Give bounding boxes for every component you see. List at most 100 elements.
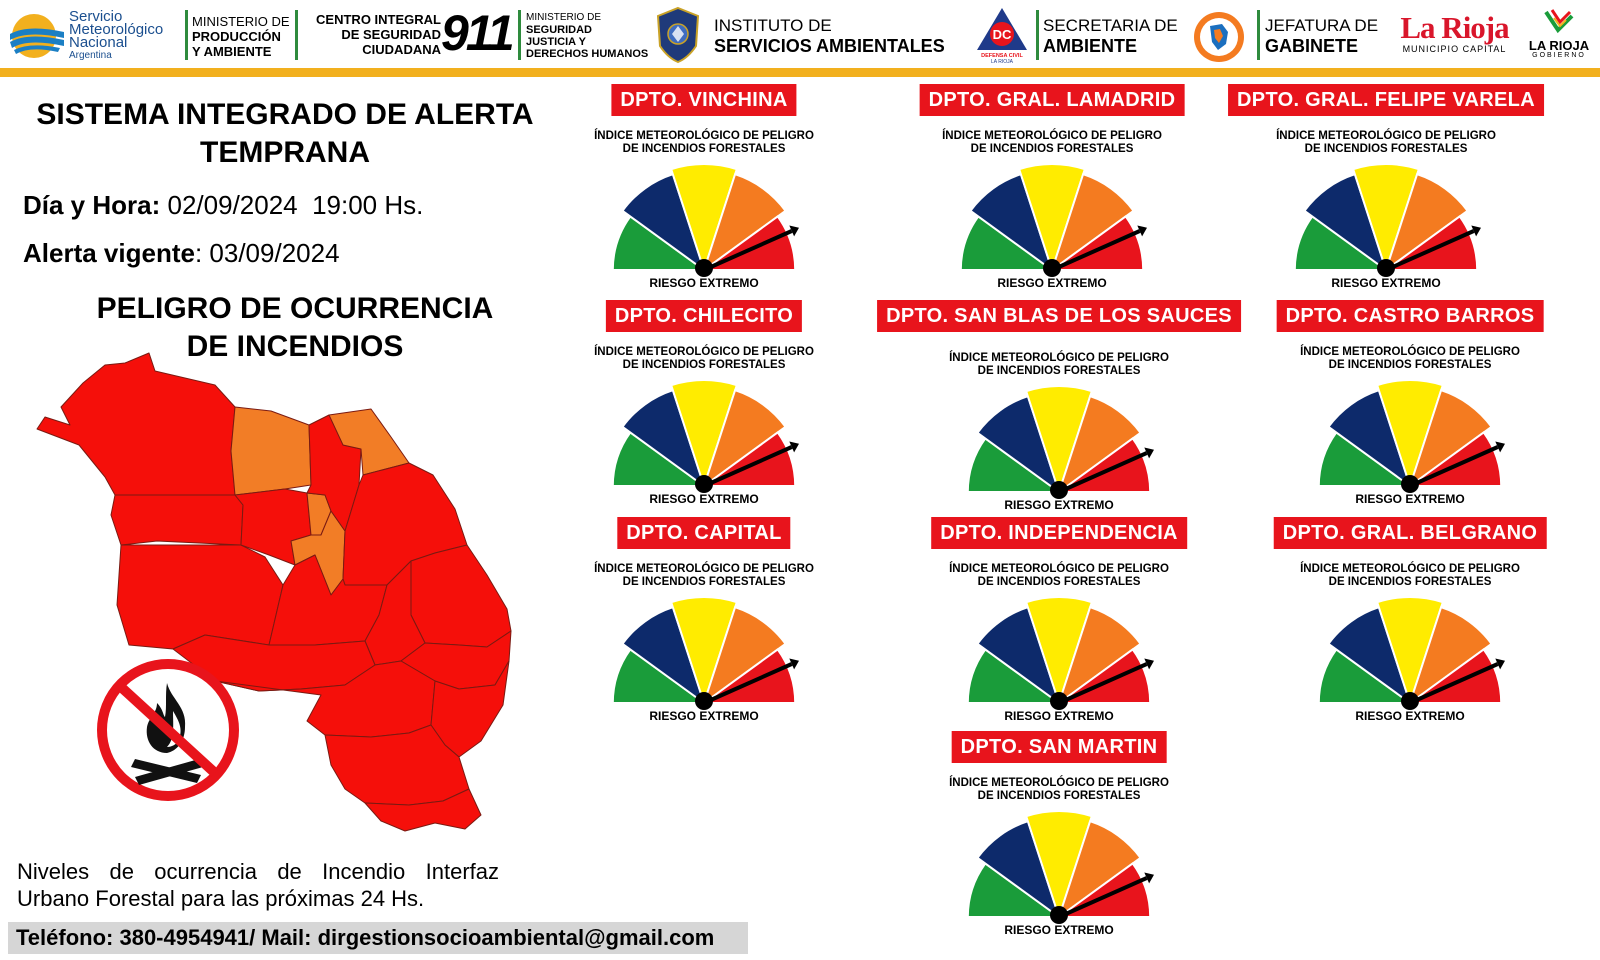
- no-fire-icon: [97, 659, 239, 801]
- department-name: DPTO. GRAL. BELGRANO: [1273, 517, 1547, 549]
- header-accent-bar: [0, 68, 1600, 77]
- gauge-hub: [1050, 692, 1068, 710]
- divider: [185, 10, 188, 60]
- smn-text: Servicio Meteorológico Nacional Argentin…: [69, 8, 164, 62]
- gauge-segment-3: [1024, 809, 1094, 921]
- gauge-segment-4: [1408, 388, 1493, 489]
- map-region-capital: [410, 544, 512, 648]
- smn-line: Servicio: [69, 8, 123, 25]
- ministerio-seguridad-logo: MINISTERIO DE SEGURIDAD JUSTICIA Y DEREC…: [526, 12, 648, 60]
- gauge-segment-5: [1406, 431, 1503, 487]
- gauge-hub: [1401, 692, 1419, 710]
- department-card: DPTO. GRAL. LAMADRID ÍNDICE METEOROLÓGICO…: [902, 84, 1202, 294]
- gauge-title-line: ÍNDICE METEOROLÓGICO DE PELIGRO: [594, 563, 814, 575]
- gauge-hub: [1401, 475, 1419, 493]
- gauge-title: ÍNDICE METEOROLÓGICO DE PELIGRO DE INCEND…: [909, 777, 1209, 803]
- centro-line: CIUDADANA: [362, 42, 441, 57]
- jef-line: JEFATURA DE: [1265, 16, 1379, 35]
- gauge-title-line: ÍNDICE METEOROLÓGICO DE PELIGRO: [949, 352, 1169, 364]
- risk-level-label: RIESGO EXTREMO: [649, 709, 759, 723]
- fecha-label: Día y Hora:: [23, 190, 161, 220]
- gauge-segment-5: [700, 215, 797, 271]
- fecha-row: Día y Hora: 02/09/2024 19:00 Hs.: [23, 190, 423, 221]
- gauge-segment-4: [1057, 605, 1142, 706]
- smn-logo: [10, 14, 64, 58]
- gauge-segment-5: [1048, 215, 1145, 271]
- department-name: DPTO. SAN BLAS DE LOS SAUCES: [877, 300, 1241, 332]
- min-seg-line: JUSTICIA Y: [526, 36, 586, 48]
- gauge-needle-head: [789, 441, 799, 453]
- risk-level-label: RIESGO EXTREMO: [1355, 709, 1465, 723]
- fecha-value: 02/09/2024 19:00 Hs.: [167, 190, 424, 220]
- gauge-title-line: DE INCENDIOS FORESTALES: [970, 143, 1134, 155]
- gauge-needle: [1409, 662, 1499, 705]
- department-card: DPTO. VINCHINA ÍNDICE METEOROLÓGICO DE PE…: [554, 84, 854, 294]
- gauge-needle-head: [1144, 872, 1154, 884]
- gauge-hub: [1050, 481, 1068, 499]
- gauge-segment-3: [669, 378, 739, 490]
- gauge-segment-3: [1017, 162, 1087, 274]
- department-card: DPTO. SAN BLAS DE LOS SAUCES ÍNDICE METEO…: [877, 300, 1241, 512]
- centro-line: CENTRO INTEGRAL: [316, 12, 441, 27]
- gauge-title: ÍNDICE METEOROLÓGICO DE PELIGRO DE INCEND…: [1260, 346, 1560, 372]
- gauge-title-line: ÍNDICE METEOROLÓGICO DE PELIGRO: [594, 130, 814, 142]
- risk-level-label: RIESGO EXTREMO: [1004, 709, 1114, 723]
- min-seg-line: DERECHOS HUMANOS: [526, 48, 649, 60]
- gauge-title: ÍNDICE METEOROLÓGICO DE PELIGRO DE INCEND…: [554, 563, 854, 589]
- gobierno-la-rioja-logo: LA RIOJA GOBIERNO: [1522, 8, 1596, 59]
- fire-danger-gauge: [1317, 595, 1505, 710]
- jefatura-gabinete-logo: JEFATURA DE GABINETE: [1265, 16, 1378, 56]
- smn-line: Meteorológico: [69, 21, 164, 38]
- jef-line: GABINETE: [1265, 36, 1359, 56]
- risk-level-label: RIESGO EXTREMO: [1004, 498, 1114, 512]
- gauge-segment-5: [1055, 437, 1152, 493]
- gauge-needle: [1385, 229, 1475, 272]
- department-card: DPTO. CHILECITO ÍNDICE METEOROLÓGICO DE P…: [554, 300, 854, 510]
- gauge-segment-5: [1055, 648, 1152, 704]
- peligro-line: DE INCENDIOS: [186, 330, 404, 363]
- gauge-segment-3: [1024, 595, 1094, 707]
- gauge-segment-5: [1382, 215, 1479, 271]
- gauge-needle-head: [1495, 441, 1505, 453]
- gauge-needle-head: [1144, 447, 1154, 459]
- gauge-segment-3: [1351, 162, 1421, 274]
- gauge-title: ÍNDICE METEOROLÓGICO DE PELIGRO DE INCEND…: [902, 130, 1202, 156]
- gauge-title-line: DE INCENDIOS FORESTALES: [977, 365, 1141, 377]
- gauge-needle: [1058, 876, 1148, 919]
- smn-line: Nacional: [69, 34, 128, 51]
- min-prod-line: Y AMBIENTE: [192, 44, 272, 59]
- min-seg-line: MINISTERIO DE: [526, 12, 602, 23]
- department-name: DPTO. VINCHINA: [611, 84, 797, 116]
- fire-danger-gauge: [966, 809, 1154, 924]
- contact-bar: Teléfono: 380-4954941/ Mail: dirgestions…: [8, 922, 748, 954]
- defensa-civil-icon: DC DEFENSA CIVIL LA RIOJA: [977, 8, 1027, 64]
- smn-line: Argentina: [69, 50, 112, 61]
- sec-line: SECRETARIA DE: [1043, 16, 1178, 35]
- gauge-segment-3: [1024, 384, 1094, 496]
- gauge-segment-3: [669, 595, 739, 707]
- gauge-segment-4: [702, 605, 787, 706]
- gauge-title-line: DE INCENDIOS FORESTALES: [622, 576, 786, 588]
- fire-danger-gauge: [611, 162, 799, 277]
- department-name: DPTO. CASTRO BARROS: [1276, 300, 1544, 332]
- municipio-capital-logo: La Rioja MUNICIPIO CAPITAL: [1392, 12, 1517, 55]
- gauge-title-line: ÍNDICE METEOROLÓGICO DE PELIGRO: [594, 346, 814, 358]
- gauge-title-line: ÍNDICE METEOROLÓGICO DE PELIGRO: [949, 777, 1169, 789]
- gauge-needle-head: [789, 658, 799, 670]
- gauge-title: ÍNDICE METEOROLÓGICO DE PELIGRO DE INCEND…: [1260, 563, 1560, 589]
- gauge-segment-4: [1384, 172, 1469, 273]
- gauge-title-line: ÍNDICE METEOROLÓGICO DE PELIGRO: [1300, 346, 1520, 358]
- department-card: DPTO. CAPITAL ÍNDICE METEOROLÓGICO DE PEL…: [554, 517, 854, 727]
- gauge-segment-4: [1408, 605, 1493, 706]
- risk-level-label: RIESGO EXTREMO: [649, 492, 759, 506]
- department-card: DPTO. CASTRO BARROS ÍNDICE METEOROLÓGICO …: [1260, 300, 1560, 510]
- gauge-title: ÍNDICE METEOROLÓGICO DE PELIGRO DE INCEND…: [554, 130, 854, 156]
- gauge-needle-head: [789, 225, 799, 237]
- svg-text:DEFENSA CIVIL: DEFENSA CIVIL: [981, 53, 1023, 59]
- fire-danger-gauge: [1317, 378, 1505, 493]
- gauge-needle-head: [1144, 658, 1154, 670]
- fire-danger-gauge: [611, 378, 799, 493]
- gauge-title-line: ÍNDICE METEOROLÓGICO DE PELIGRO: [942, 130, 1162, 142]
- gauge-hub: [695, 692, 713, 710]
- peligro-line: PELIGRO DE OCURRENCIA: [96, 292, 494, 325]
